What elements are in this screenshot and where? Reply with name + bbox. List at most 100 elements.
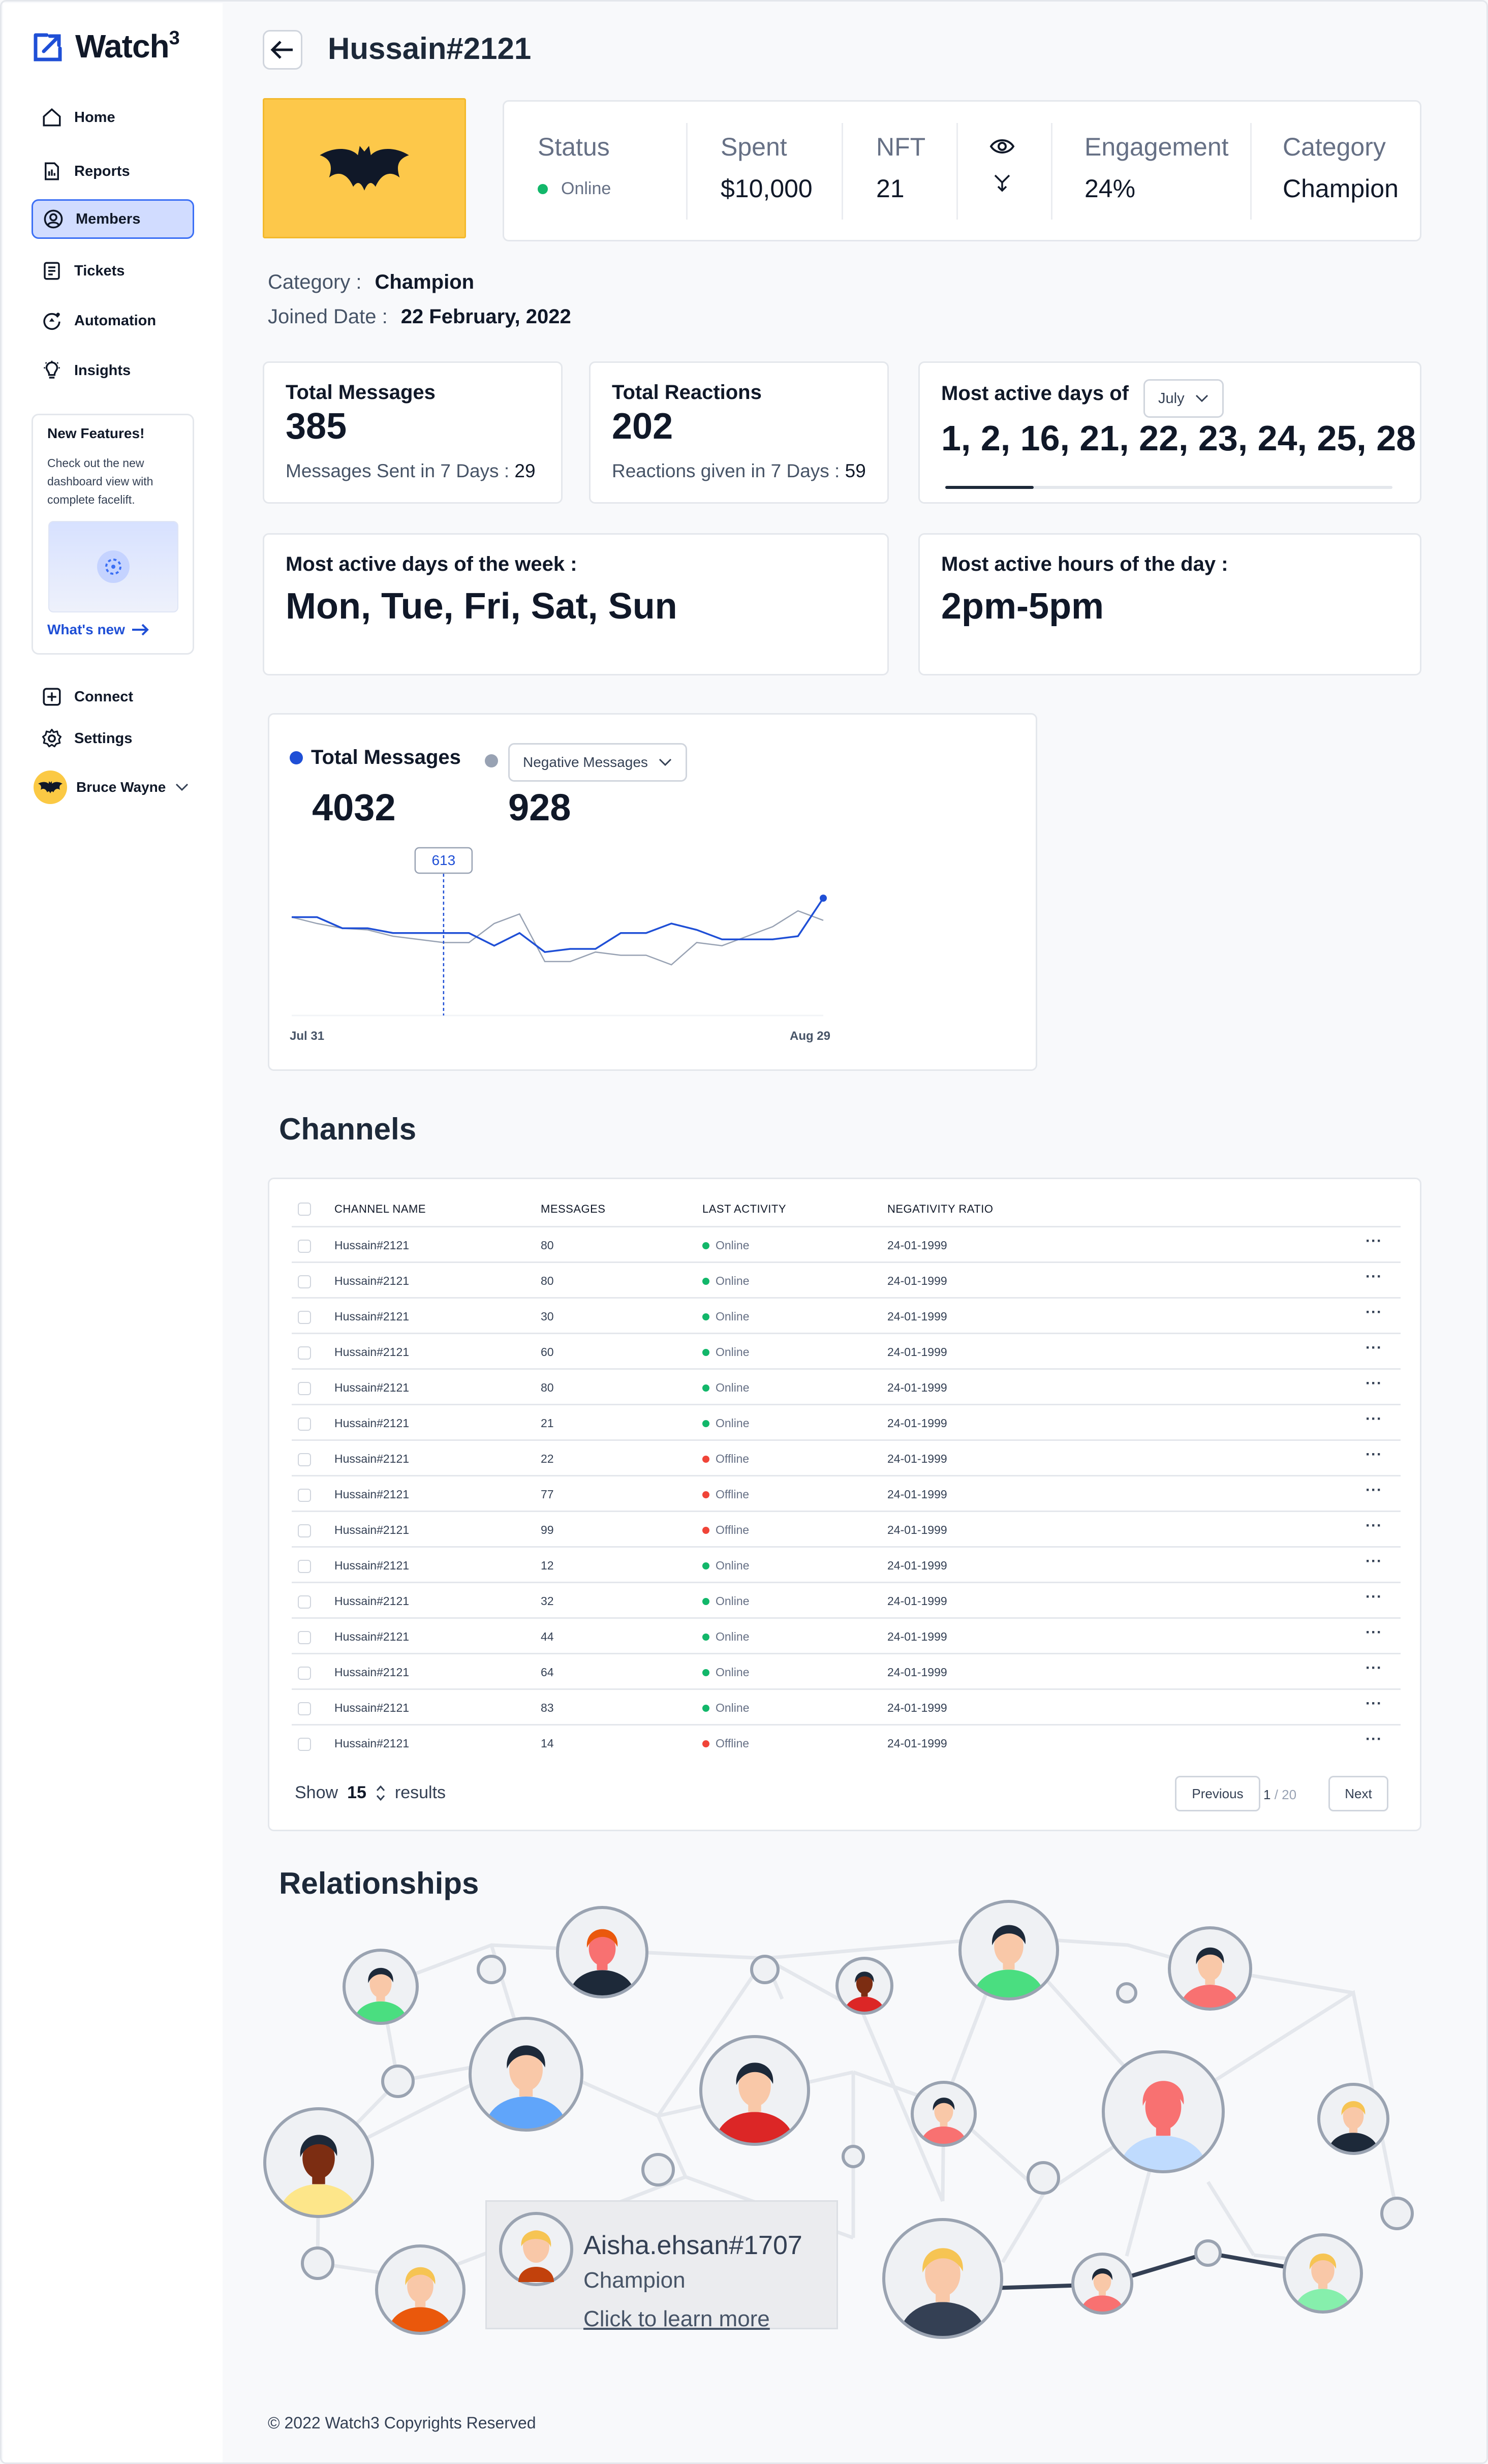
user-menu[interactable]: Bruce Wayne <box>34 771 189 804</box>
table-row[interactable]: Hussain#2121 21 Online 24-01-1999 ··· <box>292 1404 1401 1439</box>
table-row[interactable]: Hussain#2121 14 Offline 24-01-1999 ··· <box>292 1724 1401 1760</box>
next-button[interactable]: Next <box>1328 1776 1388 1811</box>
more-options-icon[interactable]: ··· <box>1366 1517 1382 1534</box>
channel-name: Hussain#2121 <box>334 1239 410 1252</box>
table-row[interactable]: Hussain#2121 30 Online 24-01-1999 ··· <box>292 1297 1401 1333</box>
row-checkbox[interactable] <box>298 1631 311 1644</box>
more-options-icon[interactable]: ··· <box>1366 1268 1382 1285</box>
row-checkbox[interactable] <box>298 1489 311 1502</box>
more-options-icon[interactable]: ··· <box>1366 1553 1382 1569</box>
previous-button[interactable]: Previous <box>1175 1776 1260 1811</box>
row-checkbox[interactable] <box>298 1382 311 1395</box>
sidebar-item-automation[interactable]: Automation <box>32 301 194 341</box>
sidebar-item-members[interactable]: Members <box>32 199 194 239</box>
row-checkbox[interactable] <box>298 1311 311 1324</box>
table-row[interactable]: Hussain#2121 44 Online 24-01-1999 ··· <box>292 1617 1401 1653</box>
row-checkbox[interactable] <box>298 1418 311 1431</box>
more-options-icon[interactable]: ··· <box>1366 1375 1382 1392</box>
member-avatar[interactable] <box>958 1900 1059 2023</box>
row-checkbox[interactable] <box>298 1595 311 1609</box>
more-options-icon[interactable]: ··· <box>1366 1624 1382 1641</box>
more-options-icon[interactable]: ··· <box>1366 1304 1382 1320</box>
sidebar-item-reports[interactable]: Reports <box>32 151 194 191</box>
member-avatar[interactable] <box>1317 2083 1389 2171</box>
select-all-checkbox[interactable] <box>298 1203 311 1216</box>
row-checkbox[interactable] <box>298 1453 311 1466</box>
column-header[interactable]: NEGATIVITY RATIO <box>887 1203 994 1215</box>
column-header[interactable]: MESSAGES <box>541 1203 606 1215</box>
row-checkbox[interactable] <box>298 1240 311 1253</box>
sidebar-item-tickets[interactable]: Tickets <box>32 251 194 291</box>
scrollbar-thumb[interactable] <box>945 486 1034 489</box>
hover-value: 613 <box>431 852 455 868</box>
channel-name: Hussain#2121 <box>334 1381 410 1394</box>
more-options-icon[interactable]: ··· <box>1366 1233 1382 1249</box>
member-avatar[interactable] <box>1102 2050 1225 2202</box>
table-row[interactable]: Hussain#2121 80 Online 24-01-1999 ··· <box>292 1226 1401 1261</box>
page-size-selector[interactable]: Show 15 results <box>295 1783 446 1803</box>
member-avatar[interactable] <box>911 2081 977 2161</box>
row-checkbox[interactable] <box>298 1667 311 1680</box>
row-checkbox[interactable] <box>298 1524 311 1537</box>
sidebar-item-insights[interactable]: Insights <box>32 351 194 390</box>
member-avatar[interactable] <box>699 2035 810 2171</box>
table-row[interactable]: Hussain#2121 12 Online 24-01-1999 ··· <box>292 1546 1401 1582</box>
more-options-icon[interactable]: ··· <box>1366 1695 1382 1712</box>
message-count: 30 <box>541 1310 554 1323</box>
sidebar: Watch3 Home Reports Members Tickets Auto… <box>3 3 223 2462</box>
card-value: 202 <box>612 406 673 447</box>
table-row[interactable]: Hussain#2121 77 Offline 24-01-1999 ··· <box>292 1475 1401 1511</box>
table-row[interactable]: Hussain#2121 99 Offline 24-01-1999 ··· <box>292 1511 1401 1546</box>
table-row[interactable]: Hussain#2121 64 Online 24-01-1999 ··· <box>292 1653 1401 1688</box>
table-row[interactable]: Hussain#2121 32 Online 24-01-1999 ··· <box>292 1582 1401 1617</box>
month-dropdown[interactable]: July <box>1143 379 1224 418</box>
back-button[interactable] <box>263 30 302 70</box>
member-avatar[interactable] <box>469 2017 583 2158</box>
row-checkbox[interactable] <box>298 1560 311 1573</box>
sidebar-item-home[interactable]: Home <box>32 98 194 137</box>
member-avatar[interactable] <box>263 2107 374 2243</box>
member-avatar[interactable] <box>375 2244 466 2339</box>
more-options-icon[interactable]: ··· <box>1366 1446 1382 1463</box>
table-row[interactable]: Hussain#2121 83 Online 24-01-1999 ··· <box>292 1688 1401 1724</box>
stat-status: Status Online <box>538 132 611 199</box>
table-row[interactable]: Hussain#2121 22 Offline 24-01-1999 ··· <box>292 1439 1401 1475</box>
member-avatar[interactable] <box>1071 2253 1133 2328</box>
more-options-icon[interactable]: ··· <box>1366 1659 1382 1676</box>
lightbulb-icon <box>41 359 63 382</box>
member-avatar[interactable] <box>556 1906 648 2019</box>
table-row[interactable]: Hussain#2121 80 Online 24-01-1999 ··· <box>292 1261 1401 1297</box>
whats-new-link[interactable]: What's new <box>47 622 149 638</box>
column-header[interactable]: CHANNEL NAME <box>334 1203 426 1215</box>
app-logo[interactable]: Watch3 <box>32 27 180 65</box>
member-avatar[interactable] <box>1283 2233 1363 2331</box>
messages-chart-card: Total Messages 4032 Negative Messages 92… <box>268 713 1037 1071</box>
last-activity: Online <box>702 1310 749 1323</box>
member-avatar[interactable] <box>882 2218 1003 2339</box>
more-options-icon[interactable]: ··· <box>1366 1339 1382 1356</box>
member-avatar[interactable] <box>1168 1926 1252 2029</box>
stat-category: Category Champion <box>1283 132 1399 203</box>
more-options-icon[interactable]: ··· <box>1366 1588 1382 1605</box>
series-dropdown[interactable]: Negative Messages <box>508 743 687 782</box>
column-header[interactable]: LAST ACTIVITY <box>702 1203 787 1215</box>
row-checkbox[interactable] <box>298 1702 311 1715</box>
stat-visibility[interactable] <box>989 136 1015 195</box>
row-checkbox[interactable] <box>298 1275 311 1288</box>
horizontal-scrollbar[interactable] <box>945 486 1392 489</box>
row-checkbox[interactable] <box>298 1346 311 1360</box>
table-row[interactable]: Hussain#2121 60 Online 24-01-1999 ··· <box>292 1333 1401 1368</box>
relationships-graph[interactable] <box>263 1882 1432 2339</box>
more-options-icon[interactable]: ··· <box>1366 1482 1382 1498</box>
sidebar-item-connect[interactable]: Connect <box>32 677 194 717</box>
row-checkbox[interactable] <box>298 1738 311 1751</box>
line-chart[interactable]: 613 Jul 31 Aug 29 <box>269 715 1037 1070</box>
more-options-icon[interactable]: ··· <box>1366 1731 1382 1747</box>
table-row[interactable]: Hussain#2121 80 Online 24-01-1999 ··· <box>292 1368 1401 1404</box>
learn-more-link[interactable]: Click to learn more <box>583 2306 770 2331</box>
divider <box>956 123 958 220</box>
member-avatar[interactable] <box>343 1949 419 2042</box>
more-options-icon[interactable]: ··· <box>1366 1410 1382 1427</box>
sidebar-item-settings[interactable]: Settings <box>32 719 194 758</box>
member-avatar[interactable] <box>835 1957 893 2027</box>
